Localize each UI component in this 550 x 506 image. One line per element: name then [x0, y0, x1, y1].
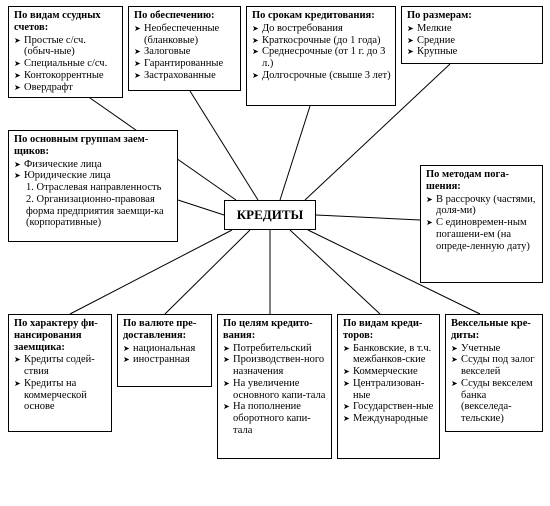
item-list: Банковские, в т.ч. межбанков-скиеКоммерч… [343, 343, 435, 425]
list-item: Контокоррентные [14, 70, 118, 82]
connector-line [178, 200, 224, 215]
box-b1: По видам ссудных счетов:Простые с/сч. (о… [8, 6, 123, 98]
list-item: Гарантированные [134, 58, 236, 70]
list-item: До востребования [252, 23, 391, 35]
box-b10: По видам креди-торов:Банковские, в т.ч. … [337, 314, 440, 459]
list-item: Среднесрочные (от 1 г. до 3 л.) [252, 46, 391, 70]
connector-line [190, 91, 258, 200]
item-list: МелкиеСредниеКрупные [407, 23, 538, 58]
list-item: Застрахованные [134, 70, 236, 82]
box-title: По срокам кредитования: [252, 10, 391, 22]
box-title: По видам креди-торов: [343, 318, 435, 342]
list-item: Международные [343, 413, 435, 425]
list-item: Банковские, в т.ч. межбанков-ские [343, 343, 435, 367]
list-item: Учетные [451, 343, 538, 355]
list-item: Краткосрочные (до 1 года) [252, 35, 391, 47]
box-title: По методам пога-шения: [426, 169, 538, 193]
box-b11: Вексельные кре-диты:УчетныеСсуды под зал… [445, 314, 543, 432]
connector-line [316, 215, 420, 220]
box-b5: По основным группам заем-щиков:Физически… [8, 130, 178, 242]
list-item: Залоговые [134, 46, 236, 58]
list-item: На увеличение основного капи-тала [223, 378, 327, 402]
list-item: 1. Отраслевая направленность [14, 182, 173, 194]
list-item: Коммерческие [343, 366, 435, 378]
box-title: По видам ссудных счетов: [14, 10, 118, 34]
list-item: Юридические лица [14, 170, 173, 182]
list-item: Потребительский [223, 343, 327, 355]
box-b3: По срокам кредитования:До востребованияК… [246, 6, 396, 106]
box-title: По целям кредито-вания: [223, 318, 327, 342]
list-item: Необеспеченные (бланковые) [134, 23, 236, 47]
list-item: В рассрочку (частями, доля-ми) [426, 194, 538, 218]
list-item: Овердрафт [14, 82, 118, 94]
box-title: По основным группам заем-щиков: [14, 134, 173, 158]
item-list: В рассрочку (частями, доля-ми)С единовре… [426, 194, 538, 253]
list-item: Физические лица [14, 159, 173, 171]
center-node: КРЕДИТЫ [224, 200, 316, 230]
list-item: Кредиты на коммерческой основе [14, 378, 107, 413]
item-list: До востребованияКраткосрочные (до 1 года… [252, 23, 391, 82]
list-item: Долгосрочные (свыше 3 лет) [252, 70, 391, 82]
box-b4: По размерам:МелкиеСредниеКрупные [401, 6, 543, 64]
center-label: КРЕДИТЫ [237, 207, 304, 222]
list-item: Централизован-ные [343, 378, 435, 402]
list-item: Простые с/сч. (обыч-ные) [14, 35, 118, 59]
list-item: С единовремен-ным погашени-ем (на опреде… [426, 217, 538, 252]
item-list: ПотребительскийПроизводствен-ного назнач… [223, 343, 327, 437]
item-list: национальнаяиностранная [123, 343, 207, 367]
item-list: УчетныеСсуды под залог векселейСсуды век… [451, 343, 538, 425]
item-list: Физические лицаЮридические лица1. Отрасл… [14, 159, 173, 230]
box-title: По валюте пре-доставления: [123, 318, 207, 342]
box-b7: По характеру фи-нансирования заемщика:Кр… [8, 314, 112, 432]
box-title: Вексельные кре-диты: [451, 318, 538, 342]
list-item: 2. Организационно-правовая форма предпри… [14, 194, 173, 229]
item-list: Кредиты содей-ствияКредиты на коммерческ… [14, 354, 107, 413]
box-b6: По методам пога-шения:В рассрочку (частя… [420, 165, 543, 283]
box-b2: По обеспечению:Необеспеченные (бланковые… [128, 6, 241, 91]
box-title: По обеспечению: [134, 10, 236, 22]
box-b9: По целям кредито-вания:ПотребительскийПр… [217, 314, 332, 459]
list-item: национальная [123, 343, 207, 355]
list-item: Ссуды векселем банка (векселеда-тельские… [451, 378, 538, 425]
box-title: По размерам: [407, 10, 538, 22]
list-item: Производствен-ного назначения [223, 354, 327, 378]
connector-line [70, 230, 232, 314]
list-item: Средние [407, 35, 538, 47]
list-item: иностранная [123, 354, 207, 366]
list-item: Крупные [407, 46, 538, 58]
connector-line [280, 106, 310, 200]
box-title: По характеру фи-нансирования заемщика: [14, 318, 107, 353]
list-item: Государствен-ные [343, 401, 435, 413]
box-b8: По валюте пре-доставления:национальнаяин… [117, 314, 212, 387]
list-item: Ссуды под залог векселей [451, 354, 538, 378]
list-item: На пополнение оборотного капи-тала [223, 401, 327, 436]
item-list: Необеспеченные (бланковые)ЗалоговыеГаран… [134, 23, 236, 82]
item-list: Простые с/сч. (обыч-ные)Специальные с/сч… [14, 35, 118, 94]
list-item: Мелкие [407, 23, 538, 35]
list-item: Кредиты содей-ствия [14, 354, 107, 378]
connector-line [290, 230, 380, 314]
connector-line [165, 230, 250, 314]
list-item: Специальные с/сч. [14, 58, 118, 70]
